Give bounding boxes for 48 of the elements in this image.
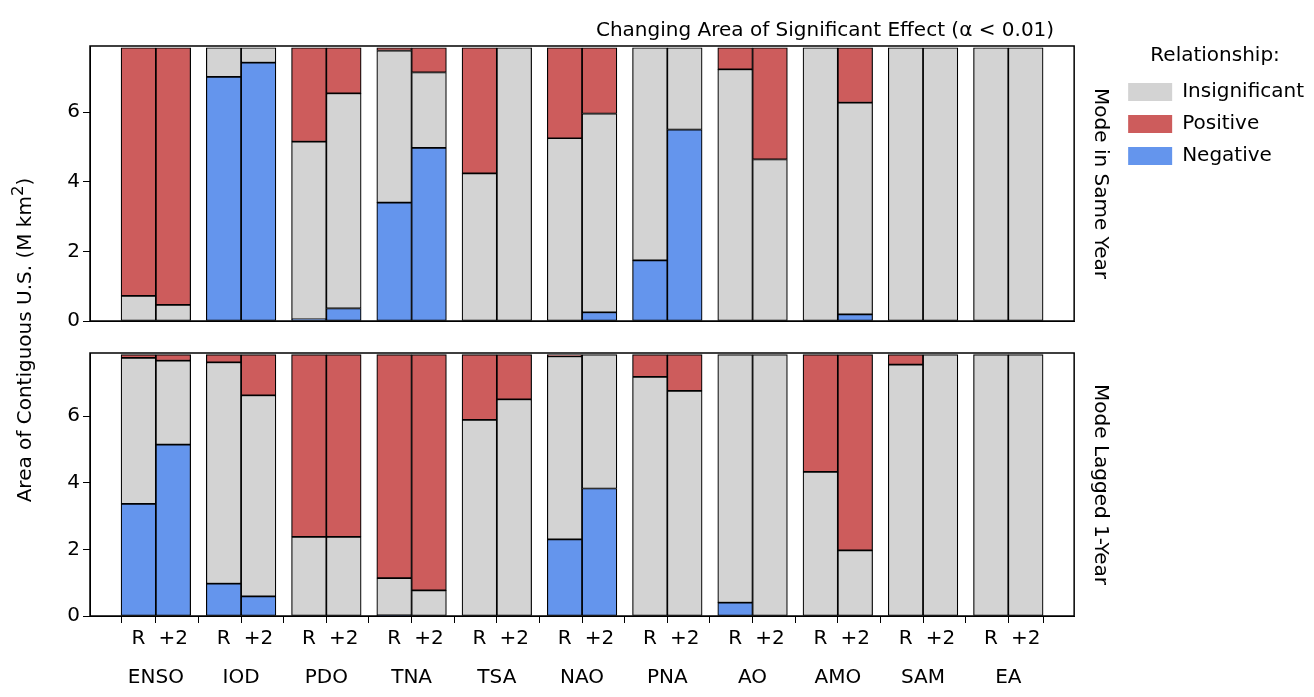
x-tick-label: +2 <box>755 625 785 650</box>
text: ENSO <box>127 664 184 689</box>
x-tick-label: +2 <box>1010 625 1041 650</box>
text: EA <box>995 664 1022 689</box>
y-tick-label: 4 <box>67 167 80 192</box>
text: AMO <box>814 664 862 689</box>
text: TNA <box>390 664 433 689</box>
x-tick-label: R <box>216 625 231 650</box>
x-tick-label: R <box>302 625 316 650</box>
x-tick-label: R <box>813 625 828 650</box>
x-tick-label: R <box>387 625 402 650</box>
y-tick-label: 2 <box>67 237 80 262</box>
y-tick-label: 6 <box>67 402 80 427</box>
x-tick-label: +2 <box>925 625 956 650</box>
text: PDO <box>304 664 348 689</box>
x-tick-label: +2 <box>158 625 188 650</box>
y-tick-label: 2 <box>67 535 80 560</box>
chart-title: Changing Area of Significant Effect (α < 0.01) <box>595 17 1055 41</box>
text: AO <box>738 664 768 689</box>
x-tick-label: R <box>131 625 146 650</box>
x-tick-label: R <box>642 625 657 650</box>
legend-label: Insignificant <box>1182 78 1305 103</box>
text: SAM <box>901 664 946 689</box>
text: IOD <box>222 664 260 689</box>
x-tick-label: +2 <box>499 625 529 650</box>
y-tick-label: 0 <box>67 602 80 627</box>
x-tick-label: +2 <box>329 625 359 650</box>
x-tick-label: +2 <box>414 625 444 650</box>
x-tick-label: +2 <box>669 625 700 650</box>
text: TSA <box>476 664 517 689</box>
x-tick-label: R <box>557 625 572 650</box>
y2-axis-title: Mode in Same Year <box>1089 88 1114 280</box>
text: PNA <box>646 664 688 689</box>
x-tick-label: R <box>898 625 913 650</box>
y2-axis-title: Mode Lagged 1-Year <box>1089 384 1114 586</box>
y-tick-label: 4 <box>67 469 80 494</box>
x-tick-label: R <box>472 625 487 650</box>
legend-label: Positive <box>1182 110 1260 135</box>
x-tick-label: R <box>983 625 998 650</box>
y-tick-label: 6 <box>67 98 80 123</box>
legend-label: Negative <box>1182 142 1272 167</box>
text: NAO <box>560 664 605 689</box>
x-tick-label: +2 <box>584 625 615 650</box>
x-tick-label: +2 <box>243 625 274 650</box>
x-tick-label: +2 <box>840 625 870 650</box>
legend-title: Relationship: <box>1150 42 1280 67</box>
y-tick-label: 0 <box>67 307 80 332</box>
x-tick-label: R <box>728 625 743 650</box>
